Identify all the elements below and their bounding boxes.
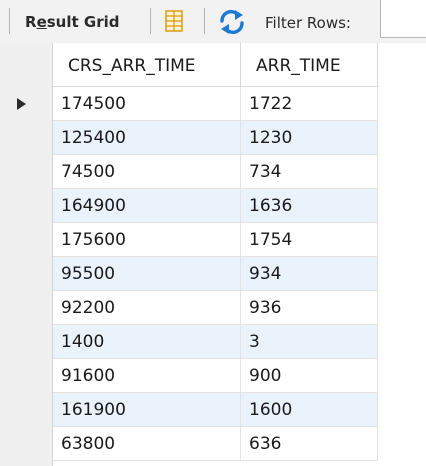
toolbar-divider xyxy=(9,8,10,34)
cell-arr-time[interactable]: 3 xyxy=(241,325,378,359)
result-grid-title-rest: sult Grid xyxy=(46,13,120,31)
table-row[interactable]: 161900 1600 xyxy=(53,393,378,427)
cell-arr-time[interactable]: 1230 xyxy=(241,121,378,155)
cell-crs-arr-time[interactable]: 174500 xyxy=(53,87,241,121)
table-row[interactable]: 95500 934 xyxy=(53,257,378,291)
cell-arr-time[interactable]: 1754 xyxy=(241,223,378,257)
cell-crs-arr-time[interactable]: 92200 xyxy=(53,291,241,325)
column-header-arr-time[interactable]: ARR_TIME xyxy=(241,43,378,87)
table-row[interactable]: 175600 1754 xyxy=(53,223,378,257)
toolbar-divider xyxy=(150,8,151,34)
column-header-crs-arr-time[interactable]: CRS_ARR_TIME xyxy=(53,43,241,87)
cell-crs-arr-time[interactable]: 125400 xyxy=(53,121,241,155)
grid-empty-area xyxy=(378,43,426,466)
cell-arr-time[interactable]: 1636 xyxy=(241,189,378,223)
cell-crs-arr-time[interactable]: 91600 xyxy=(53,359,241,393)
cell-arr-time[interactable]: 1600 xyxy=(241,393,378,427)
result-grid: CRS_ARR_TIME ARR_TIME 174500 1722 125400… xyxy=(0,43,426,466)
cell-crs-arr-time[interactable]: 1400 xyxy=(53,325,241,359)
cell-crs-arr-time[interactable]: 164900 xyxy=(53,189,241,223)
cell-crs-arr-time[interactable]: 175600 xyxy=(53,223,241,257)
cell-crs-arr-time[interactable]: 74500 xyxy=(53,155,241,189)
result-grid-title-prefix: R xyxy=(25,13,37,31)
table-row[interactable]: 1400 3 xyxy=(53,325,378,359)
table-row[interactable]: 74500 734 xyxy=(53,155,378,189)
filter-rows-label: Filter Rows: xyxy=(265,14,351,32)
cell-arr-time[interactable]: 1722 xyxy=(241,87,378,121)
table-row[interactable]: 164900 1636 xyxy=(53,189,378,223)
grid-header-row: CRS_ARR_TIME ARR_TIME xyxy=(53,43,378,87)
filter-rows-input[interactable] xyxy=(380,0,426,38)
cell-arr-time[interactable]: 936 xyxy=(241,291,378,325)
row-indicator-column xyxy=(0,43,53,466)
refresh-arrows-icon[interactable] xyxy=(218,9,246,35)
cell-arr-time[interactable]: 934 xyxy=(241,257,378,291)
table-row[interactable]: 125400 1230 xyxy=(53,121,378,155)
cell-arr-time[interactable]: 636 xyxy=(241,427,378,461)
table-row[interactable]: 92200 936 xyxy=(53,291,378,325)
result-grid-toolbar: Result Grid Filter Rows: xyxy=(0,0,426,43)
table-row[interactable]: 91600 900 xyxy=(53,359,378,393)
form-grid-icon[interactable] xyxy=(163,10,185,32)
result-grid-title-mnemonic: e xyxy=(36,13,47,31)
table-row[interactable]: 174500 1722 xyxy=(53,87,378,121)
cell-crs-arr-time[interactable]: 161900 xyxy=(53,393,241,427)
result-grid-tab-label[interactable]: Result Grid xyxy=(25,12,119,32)
cell-crs-arr-time[interactable]: 63800 xyxy=(53,427,241,461)
table-row[interactable]: 63800 636 xyxy=(53,427,378,461)
cell-arr-time[interactable]: 734 xyxy=(241,155,378,189)
cell-arr-time[interactable]: 900 xyxy=(241,359,378,393)
cell-crs-arr-time[interactable]: 95500 xyxy=(53,257,241,291)
toolbar-divider xyxy=(204,8,205,34)
current-row-arrow-icon xyxy=(17,98,26,110)
